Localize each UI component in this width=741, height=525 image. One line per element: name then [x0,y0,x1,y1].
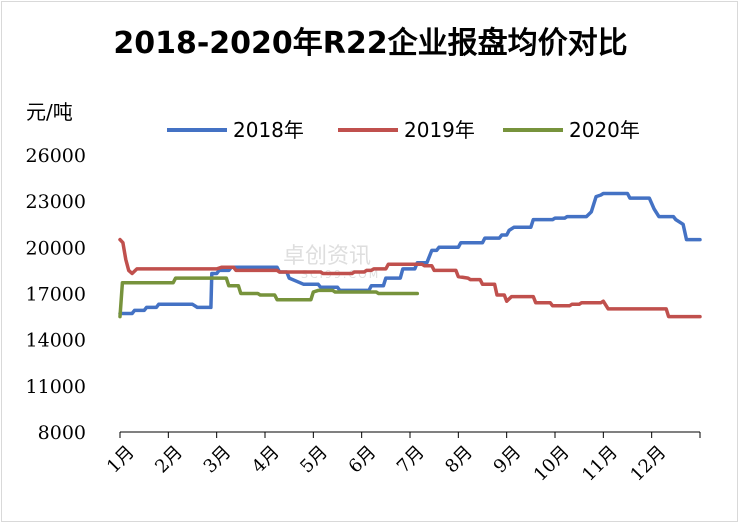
x-tick-label: 9月 [490,442,526,478]
x-tick-label: 11月 [578,442,622,486]
x-tick-label: 5月 [296,442,332,478]
chart-title: 2018-2020年R22企业报盘均价对比 [113,26,628,61]
x-tick-label: 12月 [626,442,670,486]
watermark-main: 卓创资讯 [283,244,372,269]
y-tick-label: 23000 [26,191,86,213]
series-line [118,237,702,319]
y-tick-label: 11000 [26,376,86,398]
y-tick-label: 26000 [26,145,86,167]
x-tick-label: 3月 [200,442,236,478]
y-tick-label: 14000 [26,330,86,352]
x-tick-label: 6月 [345,442,381,478]
legend-label: 2019年 [404,118,475,142]
x-tick-label: 10月 [530,442,574,486]
series-lines [118,191,702,319]
legend: 2018年 2019年 2020年 [167,118,640,142]
y-tick-label: 20000 [26,237,86,259]
y-tick-label: 17000 [26,284,86,306]
x-tick-label: 1月 [103,442,139,478]
y-axis-label: 元/吨 [26,100,73,124]
legend-label: 2018年 [233,118,304,142]
series-line [118,276,420,319]
series-line [118,191,702,316]
y-axis-ticks: 8000 11000 14000 17000 20000 23000 26000 [26,145,86,444]
x-tick-label: 8月 [441,442,477,478]
x-tick-label: 4月 [248,442,284,478]
x-axis: 1月 2月 3月 4月 5月 6月 7月 8月 9月 10月 11月 12月 [103,431,701,486]
x-tick-label: 7月 [393,442,429,478]
x-tick-label: 2月 [151,442,187,478]
y-tick-label: 8000 [38,422,86,444]
legend-label: 2020年 [569,118,640,142]
